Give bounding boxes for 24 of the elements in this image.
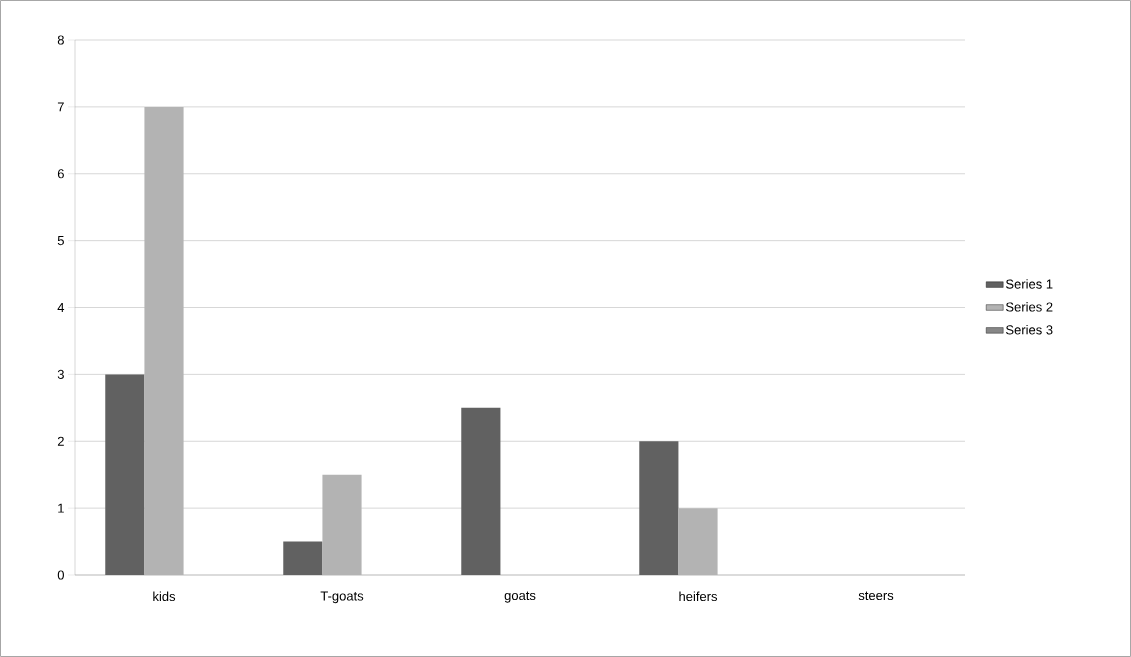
- bar: [283, 541, 323, 575]
- y-tick-label: 8: [57, 35, 64, 45]
- y-tick-label: 6: [57, 169, 64, 179]
- x-tick-label: heifers: [679, 591, 718, 602]
- bar: [461, 407, 501, 575]
- x-tick-label: T-goats: [320, 591, 364, 604]
- bar: [639, 441, 679, 575]
- x-tick-label: steers: [858, 591, 894, 601]
- legend-label: Series 3: [1005, 324, 1053, 335]
- y-tick-label: 1: [58, 503, 64, 513]
- y-tick-label: 2: [57, 436, 64, 446]
- bar: [105, 374, 145, 575]
- bar: [322, 474, 362, 575]
- legend-label: Series 2: [1005, 302, 1053, 312]
- y-tick-label: 7: [57, 102, 64, 112]
- bar: [144, 106, 184, 575]
- y-tick-label: 3: [57, 369, 64, 379]
- y-tick-label: 5: [57, 236, 64, 246]
- bar: [678, 508, 718, 575]
- x-tick-label: goats: [504, 591, 536, 603]
- y-tick-label: 4: [57, 303, 65, 312]
- y-tick-label: 0: [57, 570, 64, 580]
- legend-label: Series 1: [1005, 279, 1053, 289]
- x-tick-label: kids: [153, 591, 176, 602]
